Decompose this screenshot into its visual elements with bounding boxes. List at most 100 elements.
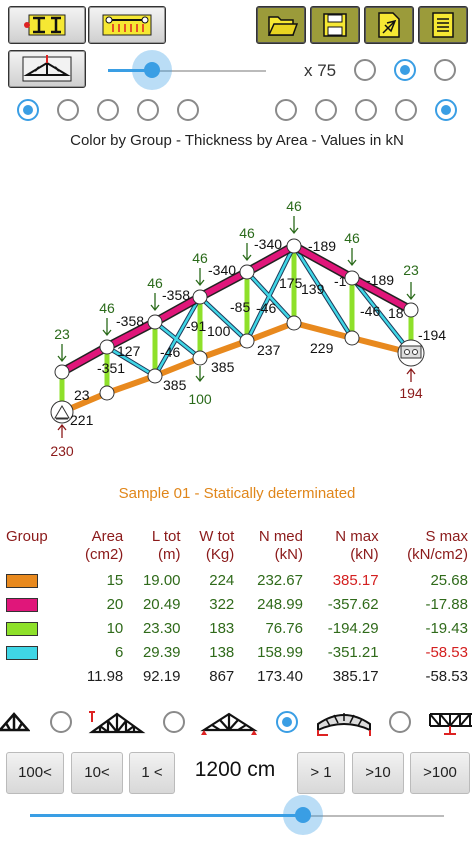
cell-nmax: 385.17 [332, 571, 379, 589]
total-area: 11.98 [86, 667, 124, 685]
table-header-row: Group Area (cm2) L tot (m) W tot (Kg) N med… [4, 528, 470, 568]
open-folder-icon [267, 16, 299, 36]
load-arrow [195, 366, 205, 383]
total-smax: -58.53 [425, 667, 468, 685]
cell-nmed: 232.67 [257, 571, 303, 589]
member-force: -91 [186, 318, 206, 334]
pratt-truss-icon[interactable] [200, 706, 258, 736]
truss-type-radio-1[interactable] [50, 711, 72, 733]
node[interactable] [344, 330, 360, 346]
node[interactable] [147, 368, 163, 384]
member-force: -358 [116, 313, 144, 329]
cell-ltot: 20.49 [142, 595, 181, 613]
header-wtot: W tot (Kg) [199, 528, 235, 563]
bottom-chord [197, 338, 250, 361]
save-button[interactable] [310, 6, 360, 44]
step-back-10-button[interactable]: 10< [71, 752, 123, 794]
scale-slider-track[interactable] [108, 70, 266, 72]
display-radio-left-5[interactable] [177, 99, 199, 121]
cell-nmed: 248.99 [257, 595, 303, 613]
support-button[interactable] [8, 50, 86, 88]
cell-area: 10 [106, 619, 124, 637]
display-radio-left-2[interactable] [57, 99, 79, 121]
step-forward-100-button[interactable]: >100 [410, 752, 470, 794]
cell-area: 20 [106, 595, 124, 613]
cell-smax: 25.68 [430, 571, 468, 589]
display-radio-right-5[interactable] [435, 99, 457, 121]
table-row[interactable]: 20 20.49 322 248.99 -357.62 -17.88 [4, 592, 470, 616]
display-radio-right-1[interactable] [275, 99, 297, 121]
step-forward-1-button[interactable]: > 1 [297, 752, 345, 794]
load-arrow [57, 344, 67, 363]
total-nmed: 173.40 [257, 667, 303, 685]
scale-radio-2[interactable] [394, 59, 416, 81]
truss-diagram[interactable]: 23 46 46 46 46 46 46 23 100 230 194 -351… [0, 190, 474, 470]
span-slider-fill [30, 814, 303, 817]
export-button[interactable] [364, 6, 414, 44]
cell-area: 6 [114, 643, 124, 661]
load-value: 46 [99, 300, 115, 316]
scale-slider-fill [108, 69, 152, 72]
scale-radio-3[interactable] [434, 59, 456, 81]
howe-truss-icon[interactable] [88, 706, 146, 736]
load-arrow [289, 216, 299, 235]
notes-icon [432, 12, 454, 38]
results-table: Group Area (cm2) L tot (m) W tot (Kg) N med… [4, 528, 470, 688]
open-button[interactable] [256, 6, 306, 44]
node[interactable] [286, 315, 302, 331]
step-back-1-button[interactable]: 1 < [129, 752, 175, 794]
roller-support-icon[interactable] [397, 339, 425, 367]
truss-type-radio-2[interactable] [163, 711, 185, 733]
table-row[interactable]: 6 29.39 138 158.99 -351.21 -58.53 [4, 640, 470, 664]
section-button[interactable] [8, 6, 86, 44]
member-force: -340 [208, 262, 236, 278]
top-chord [59, 242, 414, 375]
display-radio-right-2[interactable] [315, 99, 337, 121]
header-nmed: N med (kN) [258, 528, 303, 563]
node[interactable] [344, 270, 360, 286]
node[interactable] [286, 238, 302, 254]
step-back-100-button[interactable]: 100< [6, 752, 64, 794]
node[interactable] [147, 314, 163, 330]
table-row[interactable]: 10 23.30 183 76.76 -194.29 -19.43 [4, 616, 470, 640]
display-radio-left-1[interactable] [17, 99, 39, 121]
scale-slider-thumb[interactable] [132, 50, 172, 90]
display-radio-left-4[interactable] [137, 99, 159, 121]
cell-smax: -17.88 [425, 595, 468, 613]
step-forward-10-button[interactable]: >10 [352, 752, 404, 794]
node[interactable] [192, 350, 208, 366]
load-value: 23 [54, 326, 70, 342]
member-force: -46 [256, 300, 276, 316]
node[interactable] [239, 333, 255, 349]
load-button[interactable] [88, 6, 166, 44]
display-radio-left-3[interactable] [97, 99, 119, 121]
scale-radio-1[interactable] [354, 59, 376, 81]
node[interactable] [403, 302, 419, 318]
node[interactable] [192, 289, 208, 305]
display-radio-right-4[interactable] [395, 99, 417, 121]
reaction-arrow [406, 367, 416, 382]
notes-button[interactable] [418, 6, 468, 44]
truss-type-radio-4[interactable] [389, 711, 411, 733]
cell-ltot: 19.00 [142, 571, 181, 589]
flat-truss-icon[interactable] [428, 706, 474, 736]
node[interactable] [239, 264, 255, 280]
cell-ltot: 29.39 [142, 643, 181, 661]
pin-support-icon[interactable] [50, 400, 74, 424]
scale-label: x 75 [304, 61, 337, 80]
total-nmax: 385.17 [332, 667, 379, 685]
reaction-value: 230 [50, 443, 74, 459]
node[interactable] [99, 339, 115, 355]
load-arrow [150, 293, 160, 312]
load-arrow [195, 268, 205, 287]
node[interactable] [54, 364, 70, 380]
span-slider-thumb[interactable] [283, 795, 323, 835]
bowstring-truss-icon[interactable] [314, 704, 374, 738]
member-force: -46 [160, 344, 180, 360]
cell-area: 15 [106, 571, 124, 589]
node[interactable] [99, 385, 115, 401]
table-row[interactable]: 15 19.00 224 232.67 385.17 25.68 [4, 568, 470, 592]
truss-type-radio-3[interactable] [276, 711, 298, 733]
fink-truss-icon[interactable] [0, 706, 30, 736]
display-radio-right-3[interactable] [355, 99, 377, 121]
